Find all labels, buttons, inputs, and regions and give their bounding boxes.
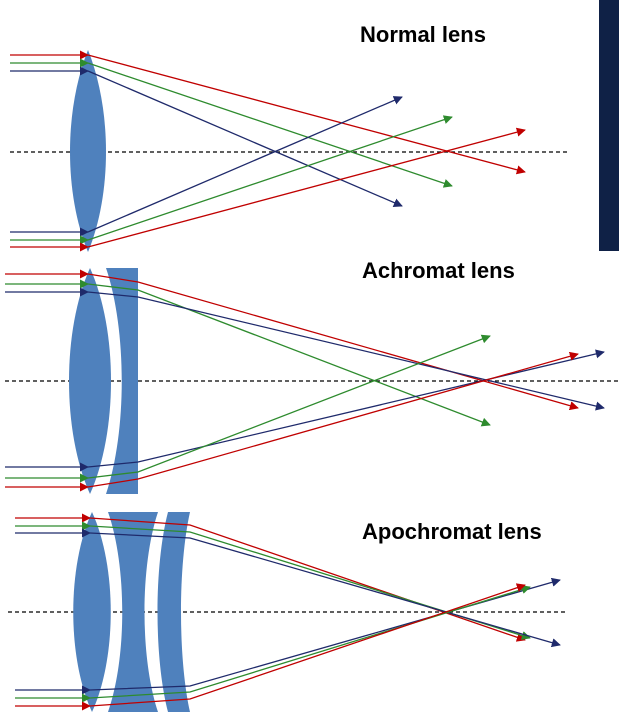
panel-title-apochromat: Apochromat lens (362, 519, 542, 544)
concave-lens (157, 512, 190, 712)
concave-lens (108, 512, 158, 712)
rays-bottom (5, 334, 605, 492)
rays-bottom (10, 96, 526, 252)
concave-lens (106, 268, 138, 494)
rays-top (5, 269, 605, 427)
convex-lens (69, 268, 111, 494)
convex-lens (73, 512, 111, 712)
panel-apochromat-lens: Apochromat lens (8, 512, 565, 712)
convex-lens (70, 50, 106, 252)
panel-title-achromat: Achromat lens (362, 258, 515, 283)
panel-title-normal: Normal lens (360, 22, 486, 47)
rays-top (15, 513, 561, 648)
rays-bottom (15, 577, 561, 711)
panel-achromat-lens: Achromat lens (5, 258, 619, 494)
panel-normal-lens: Normal lens (10, 22, 570, 252)
side-bar (599, 0, 619, 251)
